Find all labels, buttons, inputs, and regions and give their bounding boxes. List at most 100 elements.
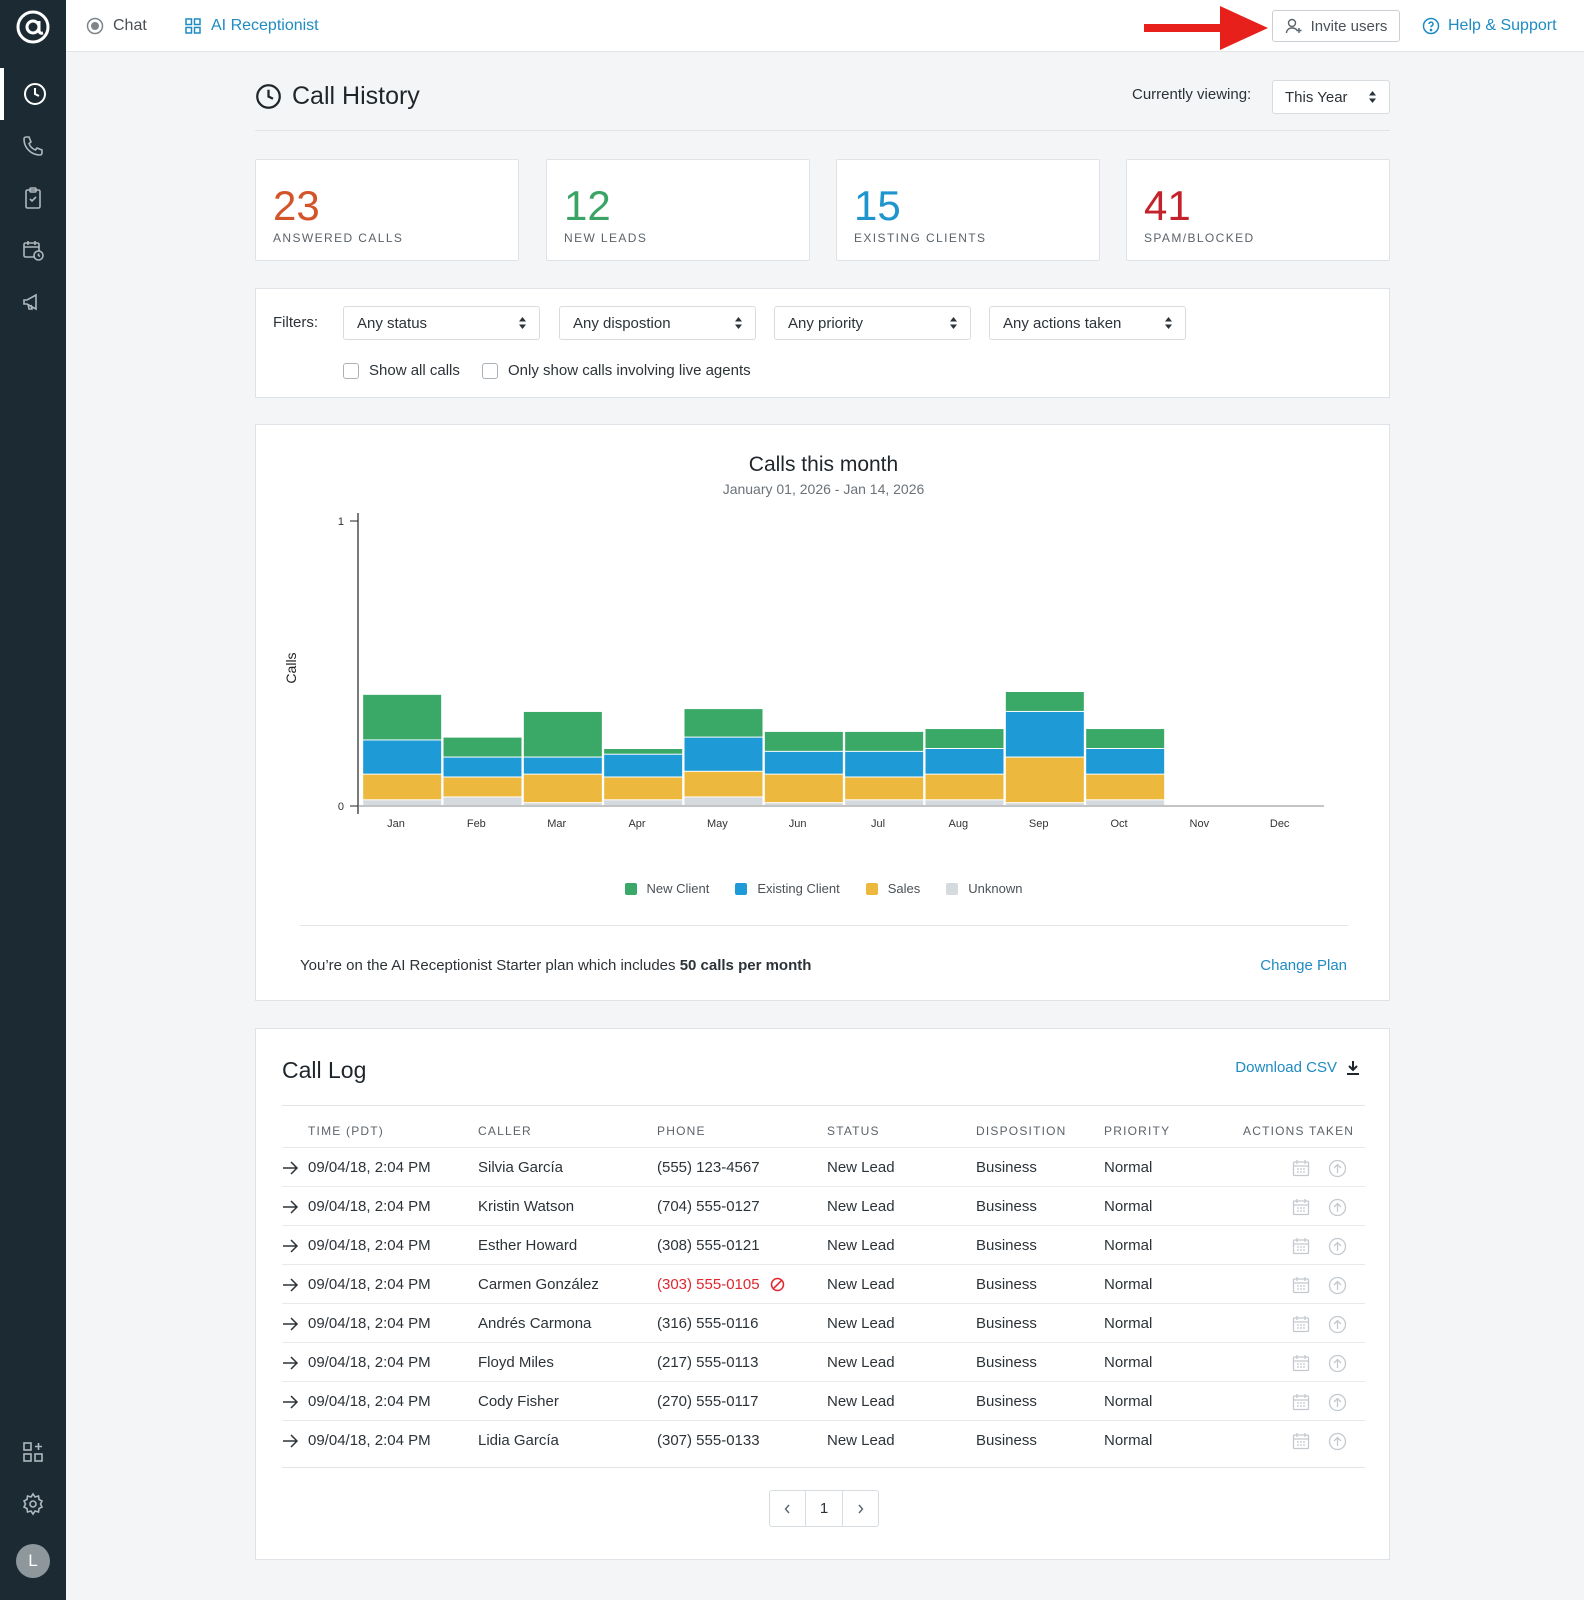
x-tick-label: Oct xyxy=(1110,818,1127,830)
actions-filter-select[interactable]: Any actions taken xyxy=(989,306,1186,340)
cell-caller: Andrés Carmona xyxy=(478,1315,592,1332)
column-header-phone[interactable]: PHONE xyxy=(657,1124,706,1138)
upload-circle-icon[interactable] xyxy=(1328,1315,1347,1334)
arrow-right-icon xyxy=(283,1356,299,1370)
stat-value: 12 xyxy=(564,182,611,229)
bar-segment-new-client xyxy=(1086,729,1165,748)
calendar-icon[interactable] xyxy=(1292,1315,1310,1333)
help-support-link[interactable]: Help & Support xyxy=(1422,0,1557,52)
bar-segment-new-client xyxy=(684,709,763,737)
filters-label: Filters: xyxy=(273,314,318,331)
column-header-caller[interactable]: CALLER xyxy=(478,1124,532,1138)
disposition-filter-select[interactable]: Any dispostion xyxy=(559,306,756,340)
cell-time: 09/04/18, 2:04 PM xyxy=(308,1393,431,1410)
bar-segment-existing-client xyxy=(443,757,522,777)
stat-card-spam[interactable]: 41 SPAM/BLOCKED xyxy=(1126,159,1390,261)
checkbox-box[interactable] xyxy=(482,362,498,379)
table-row[interactable]: 09/04/18, 2:04 PM Silvia García (555) 123-… xyxy=(282,1147,1365,1187)
cell-priority: Normal xyxy=(1104,1393,1153,1410)
column-header-time[interactable]: TIME (PDT) xyxy=(308,1124,384,1138)
avatar[interactable]: L xyxy=(16,1544,50,1578)
live-agents-checkbox[interactable]: Only show calls involving live agents xyxy=(482,362,751,379)
period-select[interactable]: This Year xyxy=(1272,80,1390,114)
app-logo-icon[interactable] xyxy=(16,10,50,44)
cell-caller: Cody Fisher xyxy=(478,1393,559,1410)
change-plan-link[interactable]: Change Plan xyxy=(1260,957,1347,974)
upload-circle-icon[interactable] xyxy=(1328,1432,1347,1451)
column-header-actions[interactable]: ACTIONS TAKEN xyxy=(1243,1124,1355,1138)
bar-segment-unknown xyxy=(925,800,1004,805)
x-tick-label: Apr xyxy=(628,818,645,830)
bar-segment-unknown xyxy=(845,800,924,805)
arrow-right-icon xyxy=(283,1239,299,1253)
cell-disposition: Business xyxy=(976,1315,1037,1332)
tab-chat[interactable]: Chat xyxy=(86,0,147,52)
top-bar: Chat AI Receptionist Invite users Help &… xyxy=(66,0,1584,52)
table-row[interactable]: 09/04/18, 2:04 PM Cody Fisher (270) 555-01… xyxy=(282,1381,1365,1421)
download-csv-link[interactable]: Download CSV xyxy=(1235,1059,1361,1076)
calendar-icon[interactable] xyxy=(1292,1354,1310,1372)
bar-segment-unknown xyxy=(1086,800,1165,805)
upload-circle-icon[interactable] xyxy=(1328,1276,1347,1295)
calendar-icon[interactable] xyxy=(1292,1432,1310,1450)
invite-users-button[interactable]: Invite users xyxy=(1272,10,1400,42)
plan-info: You’re on the AI Receptionist Starter pl… xyxy=(300,957,811,974)
stat-label: EXISTING CLIENTS xyxy=(854,231,987,245)
invite-users-label: Invite users xyxy=(1310,17,1388,35)
status-filter-select[interactable]: Any status xyxy=(343,306,540,340)
legend-item[interactable]: New Client xyxy=(624,881,709,896)
table-row[interactable]: 09/04/18, 2:04 PM Andrés Carmona (316) 555… xyxy=(282,1303,1365,1343)
column-header-status[interactable]: STATUS xyxy=(827,1124,880,1138)
sort-caret-icon xyxy=(950,317,957,329)
sidebar-item-tasks[interactable] xyxy=(0,172,66,224)
upload-circle-icon[interactable] xyxy=(1328,1159,1347,1178)
sidebar-item-apps[interactable] xyxy=(0,1426,66,1478)
upload-circle-icon[interactable] xyxy=(1328,1237,1347,1256)
calendar-icon[interactable] xyxy=(1292,1237,1310,1255)
legend-item[interactable]: Existing Client xyxy=(735,881,840,896)
calendar-icon[interactable] xyxy=(1292,1393,1310,1411)
calendar-icon[interactable] xyxy=(1292,1159,1310,1177)
column-header-priority[interactable]: PRIORITY xyxy=(1104,1124,1171,1138)
legend-item[interactable]: Unknown xyxy=(946,881,1022,896)
stat-card-existing-clients[interactable]: 15 EXISTING CLIENTS xyxy=(836,159,1100,261)
calendar-icon[interactable] xyxy=(1292,1276,1310,1294)
clock-icon xyxy=(24,83,46,105)
sidebar-item-campaigns[interactable] xyxy=(0,276,66,328)
bar-segment-new-client xyxy=(1005,692,1084,711)
phone-number: (303) 555-0105 xyxy=(657,1276,760,1293)
page-number-button[interactable]: 1 xyxy=(805,1491,843,1526)
next-page-button[interactable] xyxy=(843,1491,878,1526)
table-row[interactable]: 09/04/18, 2:04 PM Carmen González (303) 55… xyxy=(282,1264,1365,1304)
cell-disposition: Business xyxy=(976,1237,1037,1254)
stat-card-answered[interactable]: 23 ANSWERED CALLS xyxy=(255,159,519,261)
actions-filter-value: Any actions taken xyxy=(1003,314,1122,332)
column-header-disposition[interactable]: DISPOSITION xyxy=(976,1124,1067,1138)
checkbox-box[interactable] xyxy=(343,362,359,379)
tab-ai-receptionist[interactable]: AI Receptionist xyxy=(184,0,319,52)
upload-circle-icon[interactable] xyxy=(1328,1354,1347,1373)
upload-circle-icon[interactable] xyxy=(1328,1198,1347,1217)
sidebar-item-calls[interactable] xyxy=(0,120,66,172)
bar-segment-existing-client xyxy=(604,754,683,777)
table-row[interactable]: 09/04/18, 2:04 PM Kristin Watson (704) 555… xyxy=(282,1186,1365,1226)
upload-circle-icon[interactable] xyxy=(1328,1393,1347,1412)
stat-card-new-leads[interactable]: 12 NEW LEADS xyxy=(546,159,810,261)
bar-segment-new-client xyxy=(925,729,1004,748)
bar-segment-sales xyxy=(764,774,843,803)
table-row[interactable]: 09/04/18, 2:04 PM Floyd Miles (217) 555-01… xyxy=(282,1342,1365,1382)
stat-label: SPAM/BLOCKED xyxy=(1144,231,1255,245)
filters-panel: Filters: Any status Any dispostion Any p… xyxy=(255,288,1390,398)
sidebar-item-schedule[interactable] xyxy=(0,224,66,276)
table-row[interactable]: 09/04/18, 2:04 PM Esther Howard (308) 555-… xyxy=(282,1225,1365,1265)
sidebar-item-call-history[interactable] xyxy=(0,68,66,120)
legend-item[interactable]: Sales xyxy=(865,881,920,896)
priority-filter-select[interactable]: Any priority xyxy=(774,306,971,340)
table-row[interactable]: 09/04/18, 2:04 PM Lidia García (307) 555-0… xyxy=(282,1420,1365,1460)
sidebar-item-settings[interactable] xyxy=(0,1478,66,1530)
calendar-icon[interactable] xyxy=(1292,1198,1310,1216)
cell-time: 09/04/18, 2:04 PM xyxy=(308,1315,431,1332)
show-all-calls-label: Show all calls xyxy=(369,362,460,379)
show-all-calls-checkbox[interactable]: Show all calls xyxy=(343,362,460,379)
prev-page-button[interactable] xyxy=(770,1491,805,1526)
